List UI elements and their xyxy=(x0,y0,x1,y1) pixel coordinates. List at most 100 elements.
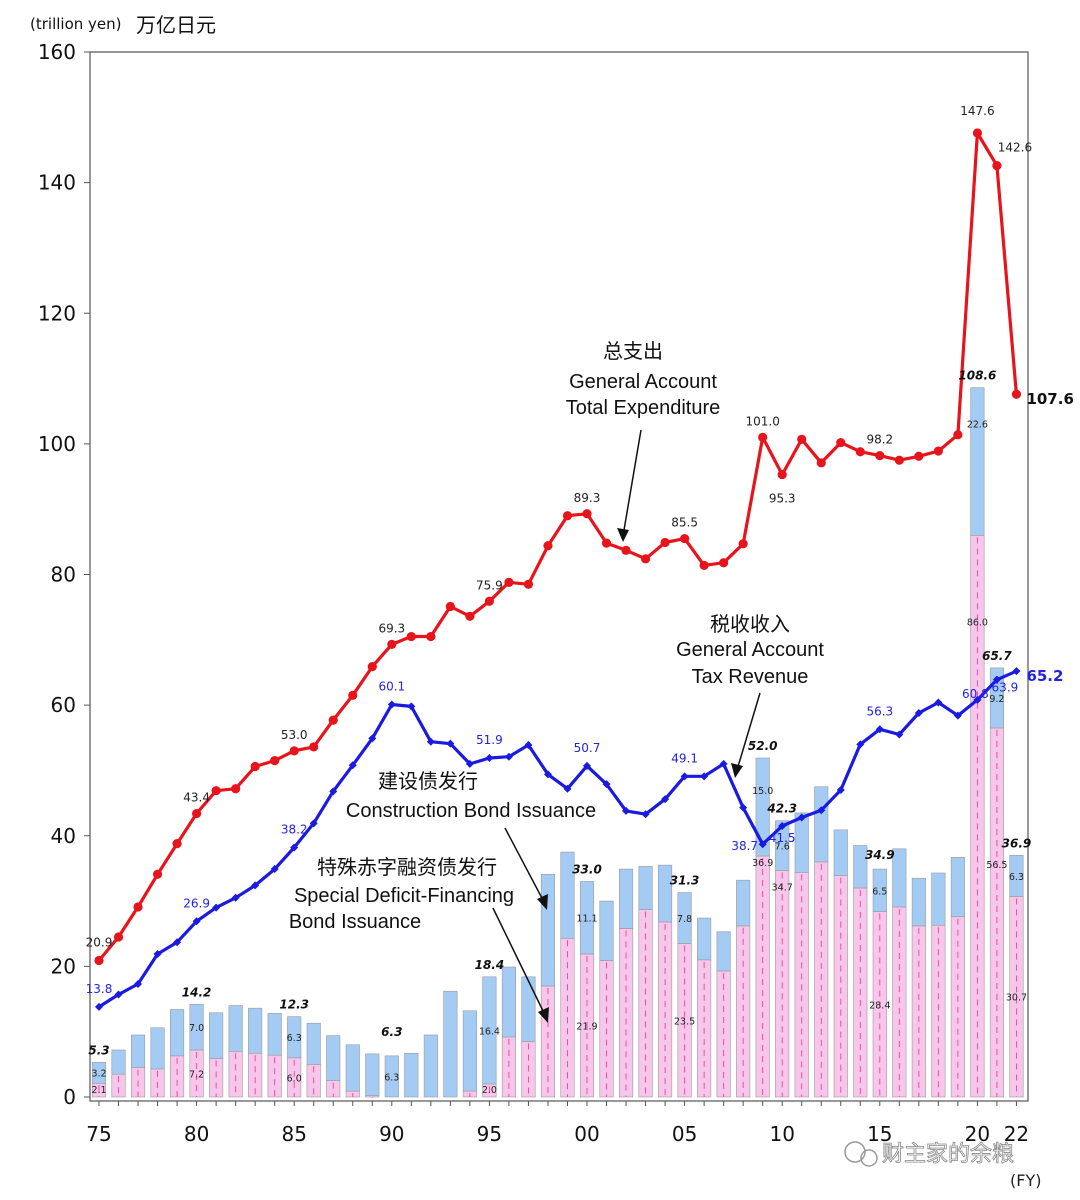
expenditure-point xyxy=(113,932,124,942)
expenditure-point xyxy=(94,955,104,966)
revenue-point xyxy=(212,903,221,912)
revenue-arrowhead xyxy=(731,763,743,778)
deficit-data-label: 7.2 xyxy=(189,1069,204,1080)
wechat-icon-inner xyxy=(860,1149,878,1167)
revenue-data-label: 41.5 xyxy=(769,831,796,845)
y-tick-label: 20 xyxy=(51,954,76,978)
expenditure-point xyxy=(836,437,846,448)
expenditure-data-label: 147.6 xyxy=(960,104,994,118)
revenue-point xyxy=(797,813,806,822)
construction-bar xyxy=(150,1027,165,1070)
deficit-data-label: 36.9 xyxy=(752,858,773,869)
data-label-group: 20.9 43.4 53.0 69.3 75.9 89.3 85.5 101.0 95.3 98.… xyxy=(86,104,1074,1096)
revenue-point xyxy=(290,843,299,852)
revenue-data-label: 38.2 xyxy=(281,823,308,837)
construction-bar xyxy=(618,868,634,929)
construction-bar xyxy=(130,1034,146,1068)
expenditure-data-label: 69.3 xyxy=(378,621,405,635)
revenue-point xyxy=(875,725,884,734)
expenditure-data-label: 75.9 xyxy=(476,578,503,592)
x-tick-label: 15 xyxy=(867,1122,892,1146)
x-tick-label: 80 xyxy=(184,1122,209,1146)
y-tick-label: 120 xyxy=(38,301,76,325)
revenue-arrow xyxy=(736,692,761,771)
expenditure-point xyxy=(972,128,983,138)
construction-data-label: 6.3 xyxy=(287,1033,302,1044)
expenditure-point xyxy=(621,545,631,555)
deficit-data-label: 56.5 xyxy=(986,860,1007,871)
revenue-title-cn: 税收收入 xyxy=(710,612,790,636)
construction-bar xyxy=(384,1055,399,1098)
revenue-point xyxy=(563,784,572,793)
x-tick-label: 75 xyxy=(86,1122,111,1146)
expenditure-line xyxy=(97,131,1018,962)
bar-total-label: 31.3 xyxy=(670,874,700,888)
revenue-point xyxy=(192,917,201,926)
x-tick-label: 10 xyxy=(769,1122,794,1146)
revenue-point xyxy=(173,938,182,947)
expenditure-title-en-1: General Account xyxy=(569,371,717,393)
deficit-arrow xyxy=(492,907,546,1016)
construction-data-label: 11.1 xyxy=(576,914,597,925)
x-tick-label: 00 xyxy=(574,1122,599,1146)
deficit-data-label: 30.7 xyxy=(1006,993,1027,1004)
revenue-point xyxy=(719,759,728,768)
x-tick-label: 20 xyxy=(965,1122,990,1146)
bar-total-label: 65.7 xyxy=(982,649,1012,663)
expenditure-point xyxy=(133,902,143,912)
revenue-point xyxy=(426,737,435,746)
expenditure-point xyxy=(309,742,319,752)
expenditure-point xyxy=(328,715,338,725)
expenditure-data-label: 85.5 xyxy=(671,516,698,530)
revenue-point xyxy=(661,795,670,804)
expenditure-point xyxy=(348,690,358,700)
revenue-data-label: 60.8 xyxy=(962,687,989,701)
bar-total-label: 5.3 xyxy=(88,1043,109,1057)
revenue-point xyxy=(934,698,943,707)
revenue-data-label: 49.1 xyxy=(671,751,698,765)
expenditure-data-label: 89.3 xyxy=(574,491,601,505)
construction-bar xyxy=(540,873,556,987)
bar-total-label: 12.3 xyxy=(279,998,309,1012)
watermark-text: 财主家的余粮 xyxy=(882,1142,1014,1167)
bar-total-label: 108.6 xyxy=(958,369,996,383)
revenue-data-label: 65.2 xyxy=(1026,667,1063,685)
revenue-point xyxy=(680,772,689,781)
revenue-point xyxy=(543,770,552,779)
wechat-icon xyxy=(844,1141,866,1163)
construction-bar xyxy=(287,1016,302,1059)
expenditure-point xyxy=(562,511,573,521)
expenditure-point xyxy=(192,808,202,819)
construction-bar xyxy=(579,881,595,955)
revenue-data-label: 60.1 xyxy=(378,679,405,693)
revenue-point xyxy=(446,739,455,748)
expenditure-point xyxy=(211,786,221,796)
construction-bar xyxy=(170,1009,185,1057)
construction-bar xyxy=(599,900,614,961)
revenue-point xyxy=(778,821,787,830)
expenditure-point xyxy=(270,756,280,766)
revenue-point xyxy=(329,787,338,796)
expenditure-point xyxy=(152,869,163,879)
construction-bar xyxy=(209,1012,224,1059)
revenue-point xyxy=(583,761,591,770)
deficit-data-label: 28.4 xyxy=(869,1000,890,1011)
plot-border xyxy=(89,51,1029,1102)
revenue-point xyxy=(895,730,904,739)
construction-bar xyxy=(931,872,946,926)
expenditure-data-label: 98.2 xyxy=(866,433,893,447)
expenditure-point xyxy=(660,537,670,548)
revenue-data-label: 63.9 xyxy=(992,681,1019,695)
y-tick-label: 40 xyxy=(51,824,76,848)
x-tick-label: 85 xyxy=(281,1122,306,1146)
expenditure-point xyxy=(875,451,885,461)
bar-total-label: 42.3 xyxy=(766,802,797,816)
expenditure-point xyxy=(543,541,553,551)
deficit-arrowhead xyxy=(538,1007,549,1023)
construction-arrow xyxy=(504,827,545,903)
bar-total-label: 18.4 xyxy=(475,958,505,972)
expenditure-point xyxy=(719,558,729,568)
construction-data-label: 15.0 xyxy=(752,786,773,797)
expenditure-point xyxy=(387,639,397,649)
